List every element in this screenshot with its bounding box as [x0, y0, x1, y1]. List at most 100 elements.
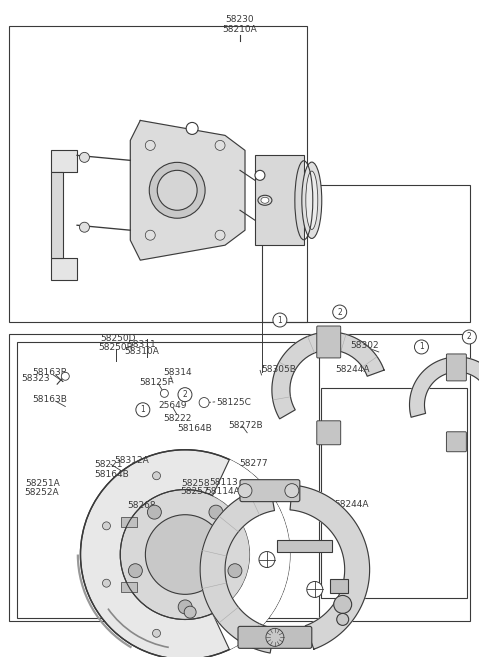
Wedge shape [213, 459, 290, 649]
Circle shape [186, 122, 198, 134]
FancyBboxPatch shape [446, 432, 467, 452]
Bar [9, 334, 470, 621]
Text: 58258: 58258 [181, 479, 210, 488]
Circle shape [333, 305, 347, 319]
Text: 58222: 58222 [163, 415, 192, 423]
Circle shape [102, 522, 110, 530]
Text: 58251A: 58251A [25, 479, 60, 488]
Circle shape [147, 505, 161, 519]
Circle shape [184, 606, 196, 618]
Text: 58244A: 58244A [336, 365, 370, 374]
Text: 1: 1 [141, 405, 145, 415]
FancyBboxPatch shape [317, 421, 341, 445]
Circle shape [102, 579, 110, 587]
Circle shape [336, 613, 348, 625]
Circle shape [273, 313, 287, 327]
Circle shape [178, 600, 192, 614]
Circle shape [80, 222, 89, 232]
Circle shape [307, 582, 323, 597]
Circle shape [136, 403, 150, 417]
FancyBboxPatch shape [121, 582, 137, 592]
Circle shape [145, 230, 155, 240]
Bar [262, 184, 470, 322]
Ellipse shape [261, 197, 269, 203]
Circle shape [255, 170, 265, 180]
Text: 1: 1 [419, 342, 424, 351]
Text: 58244A: 58244A [335, 499, 369, 509]
Text: 1: 1 [277, 316, 282, 324]
Circle shape [157, 170, 197, 211]
Circle shape [153, 472, 160, 480]
Polygon shape [272, 332, 384, 418]
Circle shape [462, 330, 476, 344]
Text: 58312A: 58312A [115, 457, 149, 465]
Text: 58250D: 58250D [100, 334, 136, 343]
FancyBboxPatch shape [446, 354, 467, 381]
Text: 58164B: 58164B [178, 424, 213, 433]
Circle shape [238, 484, 252, 497]
Circle shape [228, 564, 242, 578]
Text: 58305B: 58305B [262, 365, 297, 374]
Bar [322, 388, 468, 598]
Polygon shape [130, 120, 245, 260]
Circle shape [209, 505, 223, 519]
Bar [9, 26, 307, 322]
FancyBboxPatch shape [277, 540, 332, 551]
Text: 58163B: 58163B [32, 368, 67, 378]
Circle shape [120, 490, 250, 619]
Wedge shape [185, 459, 290, 649]
Text: 2: 2 [467, 332, 472, 342]
Circle shape [259, 551, 275, 567]
Circle shape [199, 397, 209, 407]
Text: 58323: 58323 [22, 374, 50, 383]
Polygon shape [290, 485, 370, 649]
Text: 58268: 58268 [128, 501, 156, 510]
Text: 58221: 58221 [94, 461, 122, 469]
Bar [17, 342, 319, 618]
Text: 58311: 58311 [128, 340, 156, 349]
Ellipse shape [306, 171, 318, 230]
Text: 58210A: 58210A [223, 24, 257, 34]
Polygon shape [200, 486, 275, 653]
Text: 58125C: 58125C [216, 398, 251, 407]
Circle shape [153, 629, 160, 638]
Circle shape [215, 230, 225, 240]
Ellipse shape [258, 195, 272, 205]
Text: 2: 2 [337, 307, 342, 316]
Polygon shape [409, 357, 480, 421]
Text: 58113: 58113 [209, 478, 238, 487]
Circle shape [81, 450, 290, 658]
Text: 58272B: 58272B [228, 421, 263, 430]
FancyBboxPatch shape [317, 326, 341, 358]
Text: 25649: 25649 [158, 401, 187, 410]
Text: 58230: 58230 [226, 14, 254, 24]
Text: 58164B: 58164B [94, 470, 129, 479]
Text: 58277: 58277 [239, 459, 268, 468]
Circle shape [285, 484, 299, 497]
FancyBboxPatch shape [240, 480, 300, 501]
FancyBboxPatch shape [121, 517, 137, 527]
FancyBboxPatch shape [50, 172, 62, 258]
Circle shape [149, 163, 205, 218]
Circle shape [80, 153, 89, 163]
Text: 58252A: 58252A [24, 488, 59, 497]
Text: 58250R: 58250R [98, 343, 133, 352]
Circle shape [266, 628, 284, 646]
Text: 58163B: 58163B [32, 395, 67, 403]
FancyBboxPatch shape [50, 258, 77, 280]
Text: 58310A: 58310A [124, 347, 159, 357]
Circle shape [145, 515, 225, 594]
Circle shape [178, 388, 192, 401]
Circle shape [415, 340, 429, 354]
Text: 2: 2 [182, 390, 187, 399]
Circle shape [128, 564, 143, 578]
Text: 58257: 58257 [180, 487, 209, 496]
Circle shape [145, 140, 155, 151]
Circle shape [215, 140, 225, 151]
Text: 58125F: 58125F [140, 378, 173, 387]
Text: 58314: 58314 [163, 368, 192, 378]
Text: 58114A: 58114A [205, 486, 240, 495]
Circle shape [61, 372, 69, 380]
FancyBboxPatch shape [330, 580, 348, 594]
FancyBboxPatch shape [255, 155, 304, 245]
